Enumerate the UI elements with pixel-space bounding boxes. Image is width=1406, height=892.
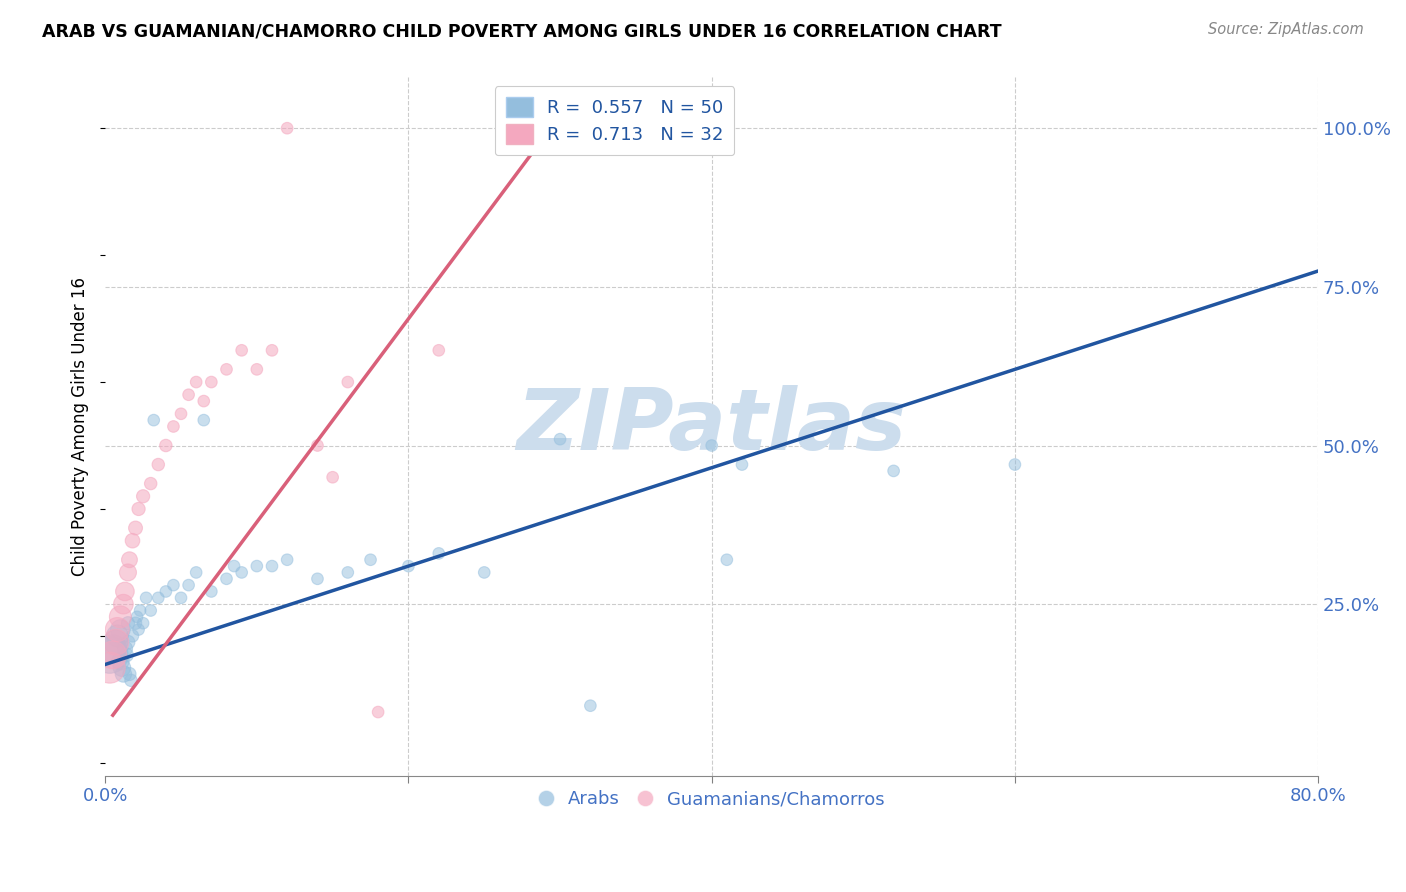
Point — [307, 572, 329, 586]
Point — [121, 629, 143, 643]
Point — [222, 559, 245, 574]
Point — [121, 533, 143, 548]
Point — [162, 578, 184, 592]
Point — [260, 343, 283, 358]
Point — [155, 438, 177, 452]
Point — [118, 667, 141, 681]
Point — [118, 553, 141, 567]
Point — [110, 654, 132, 668]
Point — [148, 591, 170, 605]
Point — [117, 566, 139, 580]
Point — [155, 584, 177, 599]
Point — [260, 559, 283, 574]
Y-axis label: Child Poverty Among Girls Under 16: Child Poverty Among Girls Under 16 — [72, 277, 89, 576]
Point — [177, 578, 200, 592]
Point — [142, 413, 165, 427]
Point — [148, 458, 170, 472]
Text: Source: ZipAtlas.com: Source: ZipAtlas.com — [1208, 22, 1364, 37]
Point — [112, 597, 135, 611]
Point — [111, 660, 134, 674]
Point — [200, 584, 222, 599]
Point — [129, 603, 152, 617]
Point — [128, 502, 150, 516]
Point — [120, 673, 142, 688]
Point — [336, 566, 359, 580]
Point — [124, 616, 146, 631]
Point — [124, 521, 146, 535]
Point — [115, 648, 138, 662]
Point — [398, 559, 420, 574]
Point — [110, 623, 132, 637]
Point — [193, 394, 215, 409]
Point — [104, 635, 127, 649]
Point — [731, 458, 754, 472]
Point — [177, 388, 200, 402]
Point — [139, 476, 162, 491]
Point — [98, 648, 121, 662]
Point — [427, 546, 450, 560]
Point — [322, 470, 344, 484]
Point — [193, 413, 215, 427]
Point — [246, 559, 269, 574]
Point — [231, 343, 253, 358]
Point — [215, 362, 238, 376]
Point — [215, 572, 238, 586]
Point — [472, 566, 495, 580]
Point — [101, 641, 124, 656]
Point — [427, 343, 450, 358]
Point — [276, 121, 298, 136]
Point — [548, 432, 571, 446]
Text: ARAB VS GUAMANIAN/CHAMORRO CHILD POVERTY AMONG GIRLS UNDER 16 CORRELATION CHART: ARAB VS GUAMANIAN/CHAMORRO CHILD POVERTY… — [42, 22, 1002, 40]
Point — [883, 464, 905, 478]
Point — [200, 375, 222, 389]
Point — [367, 705, 389, 719]
Point — [246, 362, 269, 376]
Point — [110, 610, 132, 624]
Point — [170, 407, 193, 421]
Point — [360, 553, 382, 567]
Point — [125, 610, 148, 624]
Legend: Arabs, Guamanians/Chamorros: Arabs, Guamanians/Chamorros — [531, 783, 891, 815]
Point — [105, 629, 128, 643]
Point — [135, 591, 157, 605]
Point — [139, 603, 162, 617]
Point — [101, 648, 124, 662]
Point — [105, 623, 128, 637]
Point — [186, 566, 208, 580]
Point — [1004, 458, 1026, 472]
Point — [579, 698, 602, 713]
Point — [307, 438, 329, 452]
Point — [162, 419, 184, 434]
Point — [132, 616, 155, 631]
Point — [117, 616, 139, 631]
Point — [104, 635, 127, 649]
Point — [170, 591, 193, 605]
Point — [276, 553, 298, 567]
Point — [98, 660, 121, 674]
Point — [117, 635, 139, 649]
Point — [132, 489, 155, 503]
Point — [231, 566, 253, 580]
Point — [716, 553, 738, 567]
Point — [186, 375, 208, 389]
Text: ZIPatlas: ZIPatlas — [516, 385, 907, 468]
Point — [112, 667, 135, 681]
Point — [128, 623, 150, 637]
Point — [114, 641, 136, 656]
Point — [114, 584, 136, 599]
Point — [700, 438, 723, 452]
Point — [336, 375, 359, 389]
